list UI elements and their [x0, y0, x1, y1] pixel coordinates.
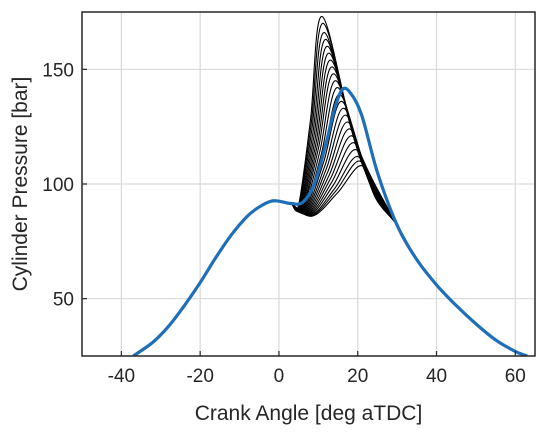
grid — [82, 12, 535, 356]
plot-area — [132, 16, 528, 356]
x-tick-label: 0 — [274, 366, 285, 387]
cycle-line — [132, 73, 528, 356]
axes-frame — [81, 11, 536, 357]
cycle-line — [132, 66, 528, 356]
x-tick-label: -40 — [108, 366, 135, 387]
x-tick-label: 40 — [426, 366, 447, 387]
cycle-line — [132, 128, 528, 356]
x-axis-label: Crank Angle [deg aTDC] — [195, 402, 423, 425]
mean-pressure-line — [132, 86, 528, 356]
cycle-line — [132, 155, 528, 356]
cycle-line — [132, 149, 528, 356]
x-tick-label: 20 — [347, 366, 368, 387]
tick-labels: -40 -20 0 20 40 60 50 100 150 — [42, 60, 526, 387]
y-tick-label: 50 — [53, 290, 74, 311]
y-tick-label: 100 — [42, 175, 74, 196]
x-tick-label: -20 — [186, 366, 213, 387]
cycle-line — [132, 114, 528, 356]
cycle-line — [132, 142, 528, 356]
x-tick-label: 60 — [505, 366, 526, 387]
plot-border — [81, 11, 536, 357]
y-axis-label: Cylinder Pressure [bar] — [9, 77, 32, 292]
y-tick-label: 150 — [42, 60, 74, 81]
cycle-line — [132, 135, 528, 356]
cycle-line — [132, 52, 528, 356]
